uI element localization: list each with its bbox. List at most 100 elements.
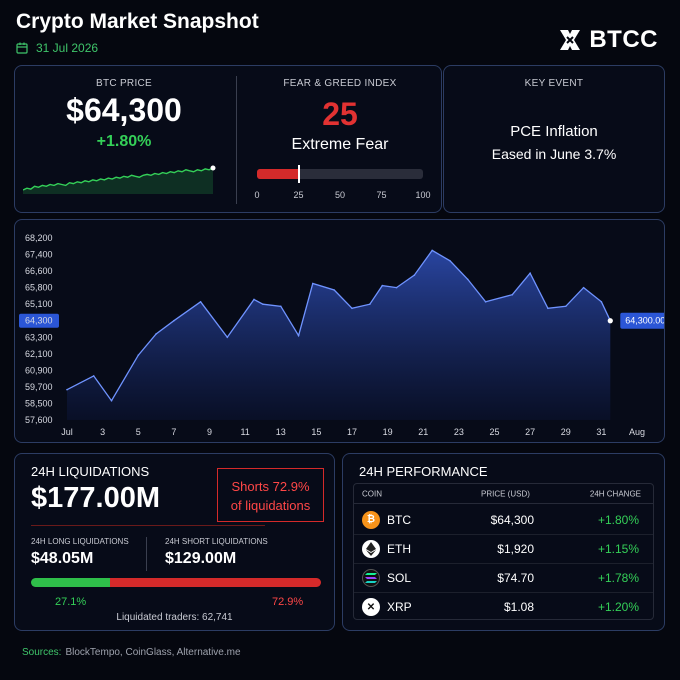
x-tick-label: 23 [454, 427, 464, 437]
header-change: 24H CHANGE [589, 489, 641, 498]
price-point [253, 298, 255, 301]
date-text: 31 Jul 2026 [36, 41, 99, 55]
x-tick-label: 13 [276, 427, 286, 437]
last-price-point [607, 318, 613, 324]
fear-greed-value: 25 [322, 96, 358, 132]
price-point [66, 388, 68, 391]
header-coin: COIN [362, 489, 382, 498]
table-row: ₿ BTC $64,300 +1.80% [354, 505, 653, 534]
btc-price-chart-panel: 68,200 67,400 66,600 65,800 65,100 64,300 63,3… [14, 219, 671, 443]
xrp-icon: ✕ [362, 598, 380, 616]
performance-title: 24H PERFORMANCE [359, 464, 488, 479]
x-tick-label: 25 [489, 427, 499, 437]
coin-change: +1.78% [597, 571, 639, 585]
last-price-label: 64,300.00 [625, 316, 664, 326]
short-liquidations-value: $129.00M [165, 550, 237, 567]
price-point [155, 333, 157, 335]
y-tick-label: 64,300 [25, 316, 53, 326]
price-sentiment-panel: BTC PRICE $64,300 +1.80% FEAR & GREED IN… [14, 65, 442, 213]
x-tick-label: 7 [171, 427, 176, 437]
price-point [173, 319, 175, 322]
date-row: 31 Jul 2026 [16, 41, 98, 55]
liquidations-total: $177.00M [31, 482, 160, 514]
shorts-share-line1: Shorts 72.9% [231, 479, 310, 494]
short-liquidations-label: 24H SHORT LIQUIDATIONS [165, 537, 268, 546]
btc-sparkline [23, 165, 216, 194]
performance-table: COIN PRICE (USD) 24H CHANGE ₿ BTC $64,30… [353, 483, 654, 620]
y-tick-label: 57,600 [25, 415, 53, 425]
ethereum-icon [362, 540, 380, 558]
fear-greed-status: Extreme Fear [291, 136, 389, 153]
short-share-pct: 72.9% [272, 596, 304, 608]
table-row: ETH $1,920 +1.15% [354, 534, 653, 563]
price-point [351, 307, 353, 310]
sources-line: Sources: BlockTempo, CoinGlass, Alternati… [22, 647, 241, 658]
fear-greed-gauge [257, 169, 423, 179]
y-tick-label: 60,900 [25, 365, 53, 375]
price-point [333, 289, 335, 291]
price-point [381, 284, 384, 287]
btc-price-chart: 68,200 67,400 66,600 65,800 65,100 64,300 63,3… [19, 233, 671, 437]
liquidated-traders: Liquidated traders: 62,741 [116, 612, 233, 623]
coin-symbol: BTC [387, 512, 411, 527]
price-point [279, 305, 282, 308]
price-point [484, 301, 487, 303]
price-point [449, 259, 451, 262]
price-point [199, 301, 202, 303]
shorts-share-line2: of liquidations [230, 498, 311, 513]
price-point [262, 303, 264, 305]
performance-table-header: COIN PRICE (USD) 24H CHANGE [354, 484, 653, 504]
y-tick-label: 65,100 [25, 299, 53, 309]
liquidations-title: 24H LIQUIDATIONS [31, 464, 150, 479]
brand-logo: BTCC [557, 26, 658, 54]
fear-greed-tick-label: 25 [293, 190, 304, 200]
long-share-fill [31, 578, 110, 587]
key-event-panel: KEY EVENT PCE Inflation Eased in June 3.… [443, 65, 665, 213]
x-tick-label: 9 [207, 427, 212, 437]
price-point [110, 399, 113, 402]
table-row: SOL $74.70 +1.78% [354, 563, 653, 592]
x-tick-label: 19 [383, 427, 393, 437]
x-tick-label: Jul [61, 427, 73, 437]
coin-price: $1.08 [503, 600, 534, 614]
x-tick-label: 27 [525, 427, 535, 437]
fear-greed-label: FEAR & GREED INDEX [283, 78, 397, 89]
price-point [369, 303, 371, 305]
btc-price-label: BTC PRICE [95, 78, 153, 89]
fear-greed-tick-label: 75 [376, 190, 387, 200]
price-point [564, 305, 567, 308]
price-point [297, 334, 300, 337]
x-tick-label: 5 [136, 427, 141, 437]
page-title: Crypto Market Snapshot [16, 10, 259, 33]
bitcoin-icon: ₿ [362, 510, 380, 529]
price-point [92, 375, 95, 377]
brand-name: BTCC [589, 26, 658, 53]
long-liquidations-value: $48.05M [31, 550, 94, 567]
fear-greed-tick-label: 50 [334, 190, 346, 200]
price-point [395, 286, 398, 289]
liquidations-vertical-separator [146, 537, 147, 571]
coin-symbol: XRP [387, 600, 412, 614]
x-tick-label: Aug [629, 427, 645, 437]
price-point [137, 354, 140, 356]
price-line [66, 249, 611, 402]
y-tick-label: 65,800 [25, 283, 53, 293]
y-tick-label: 68,200 [25, 233, 53, 243]
key-event-line1: PCE Inflation [510, 123, 598, 140]
fear-greed-gauge-fill [257, 169, 299, 179]
shorts-share-box: Shorts 72.9% of liquidations [217, 468, 324, 522]
table-row: ✕ XRP $1.08 +1.20% [354, 592, 653, 621]
price-point [511, 293, 514, 296]
liquidations-separator [31, 525, 265, 526]
price-point [431, 249, 433, 252]
fear-greed-tick-label: 0 [254, 190, 260, 200]
x-tick-label: 11 [240, 427, 249, 437]
coin-price: $1,920 [497, 542, 534, 556]
sparkline-area [23, 168, 213, 194]
x-tick-label: 3 [100, 427, 105, 437]
sources-label: Sources: [22, 647, 62, 658]
current-price-axis-badge [19, 313, 59, 328]
coin-price: $74.70 [497, 571, 534, 585]
calendar-icon [16, 42, 28, 54]
price-point [529, 272, 531, 274]
